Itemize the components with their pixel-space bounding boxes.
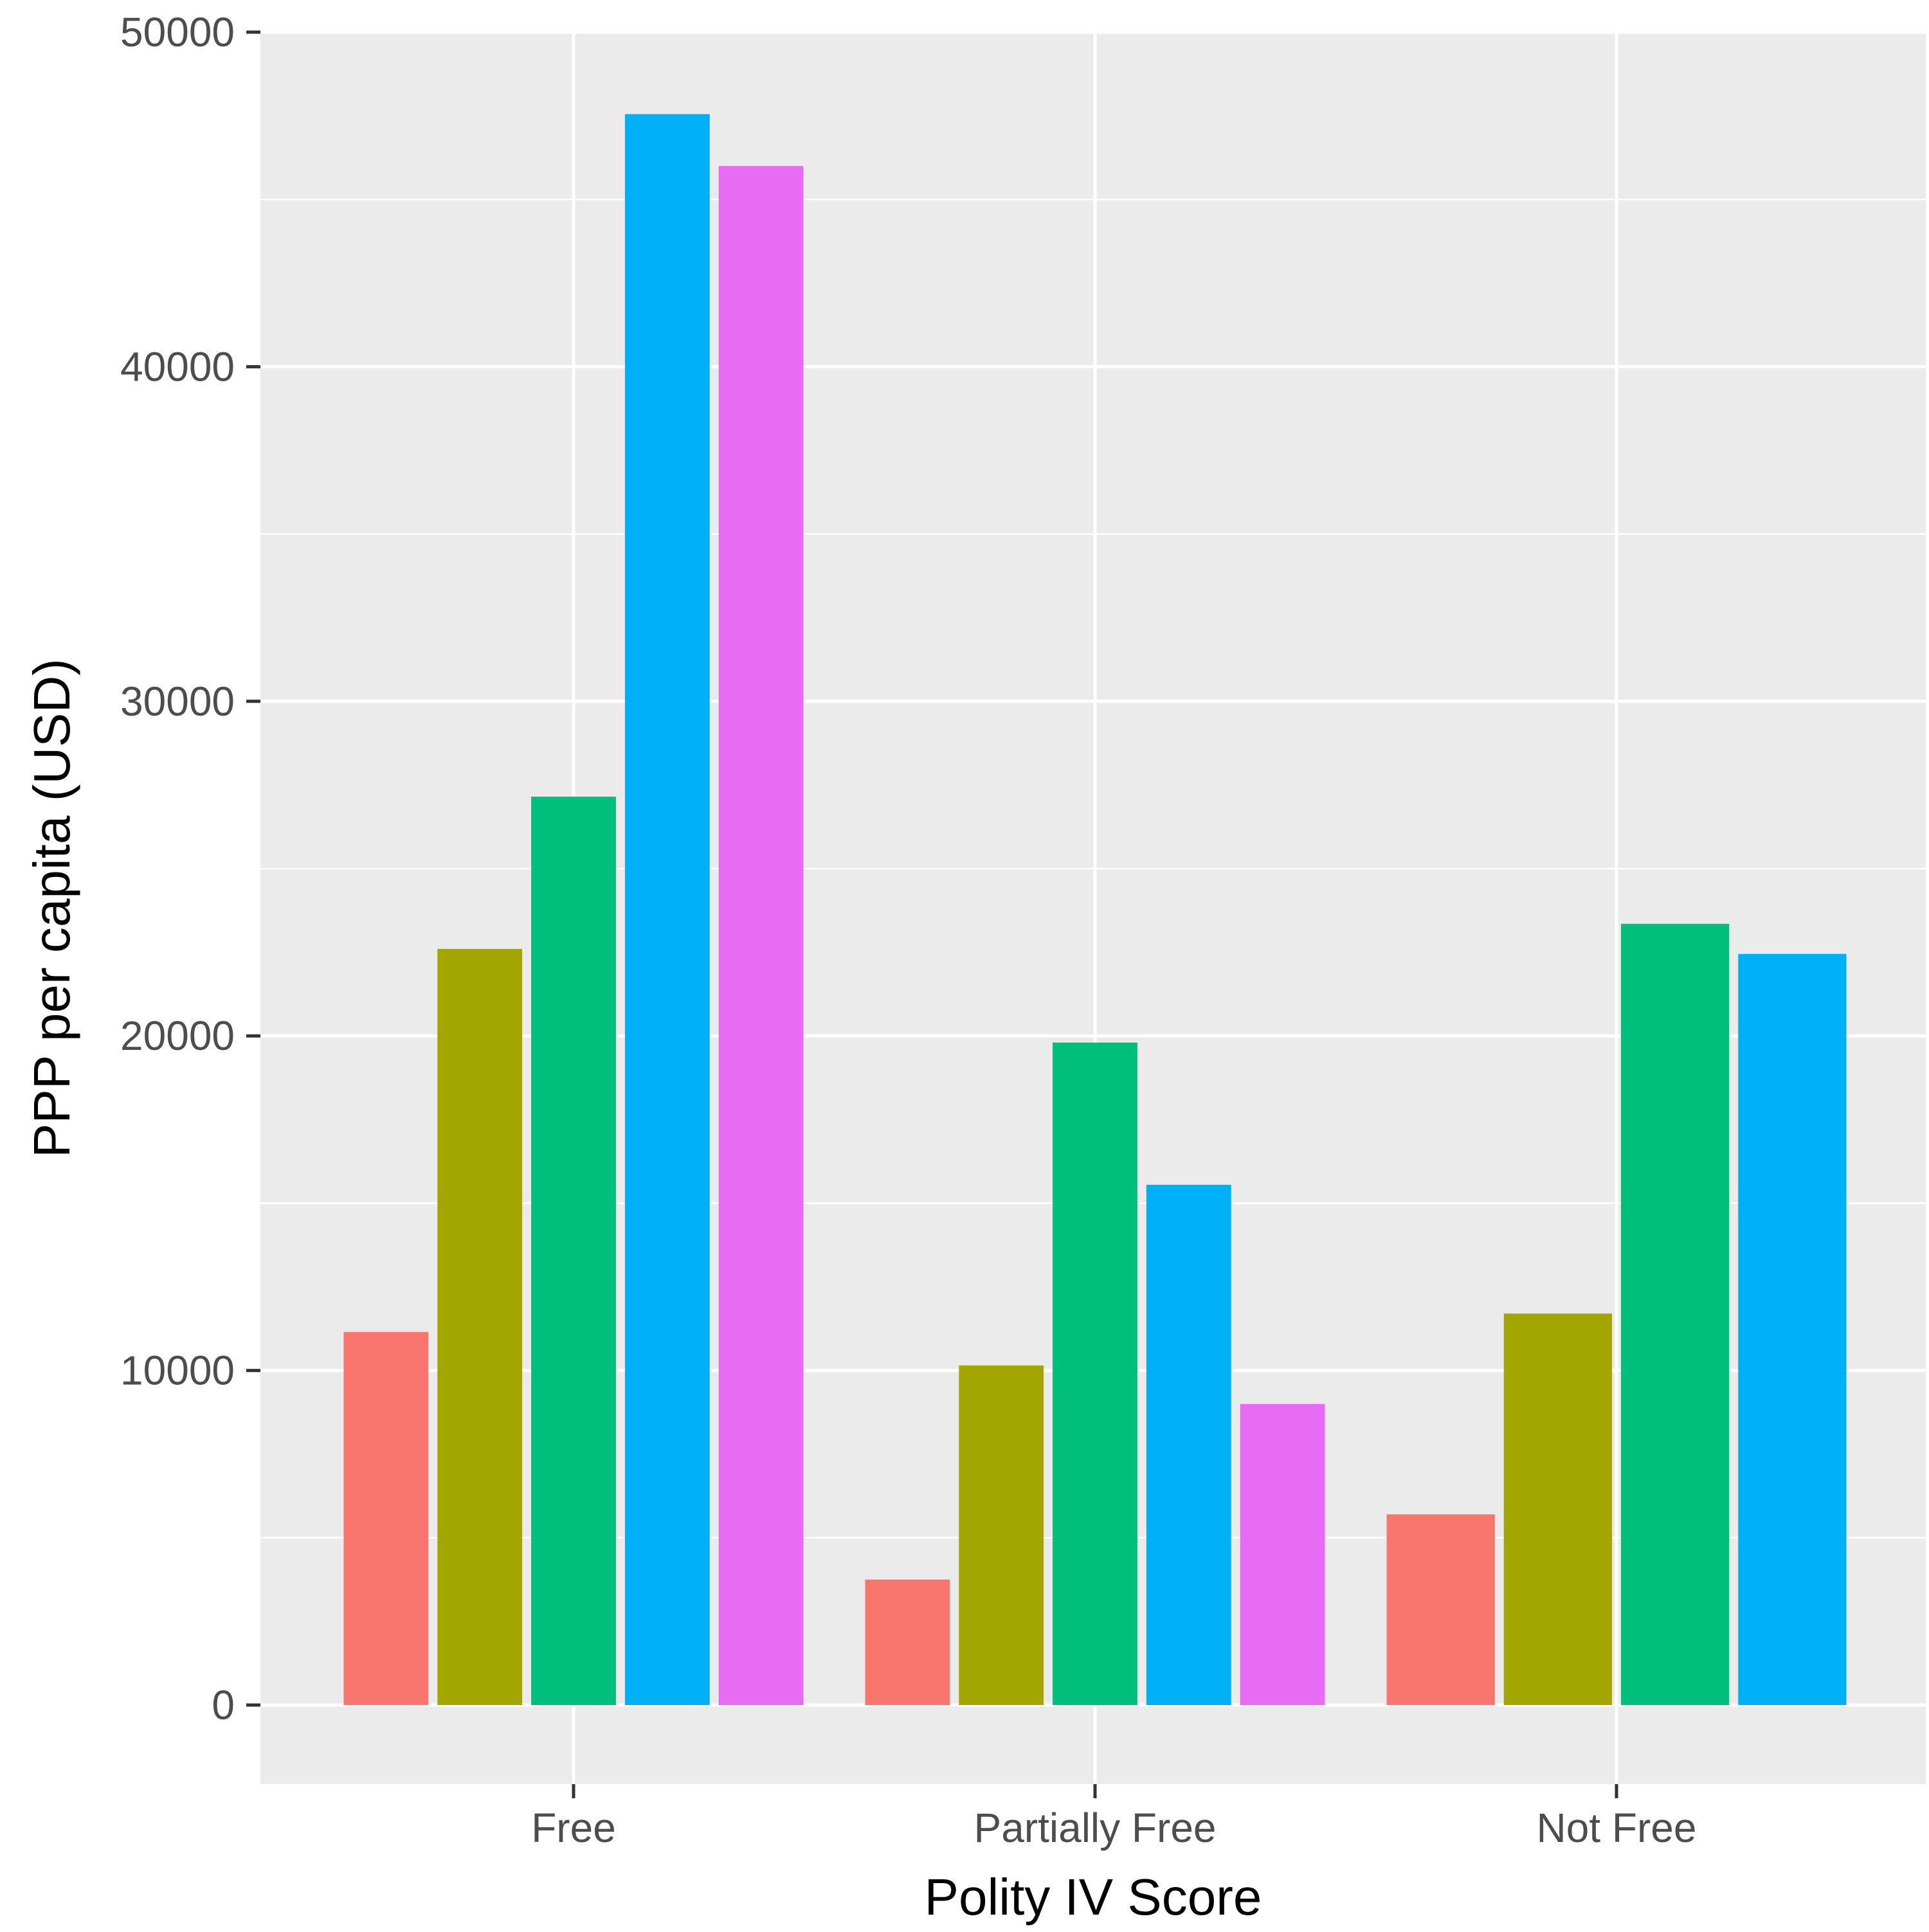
y-tick-label: 0: [212, 1682, 235, 1728]
axes: 0 10000 20000 30000 40000 50000 Free Partially …: [120, 9, 1696, 1851]
y-tick-label: 10000: [120, 1348, 235, 1394]
x-tick-label: Not Free: [1537, 1805, 1697, 1851]
x-axis-title: Polity IV Score: [925, 1868, 1262, 1926]
y-axis-title: PPP per capita (USD): [23, 658, 80, 1158]
y-tick-label: 30000: [120, 678, 235, 725]
x-tick-label: Partially Free: [974, 1805, 1217, 1851]
bar: [1503, 1314, 1612, 1705]
bar: [624, 114, 710, 1705]
bar: [1386, 1514, 1495, 1705]
x-tick-label: Free: [531, 1805, 616, 1851]
bar: [437, 948, 523, 1705]
y-tick-label: 20000: [120, 1013, 235, 1059]
y-tick-label: 40000: [120, 343, 235, 390]
bar: [1738, 953, 1847, 1705]
bar: [1621, 923, 1730, 1705]
bar: [531, 797, 616, 1705]
bar: [1146, 1184, 1231, 1705]
bar: [718, 166, 804, 1706]
y-tick-label: 50000: [120, 9, 235, 55]
bar: [865, 1579, 950, 1705]
bar: [1240, 1404, 1325, 1705]
bar: [959, 1365, 1044, 1705]
bar: [343, 1332, 429, 1705]
bar: [1053, 1042, 1137, 1705]
bars: [343, 114, 1847, 1706]
